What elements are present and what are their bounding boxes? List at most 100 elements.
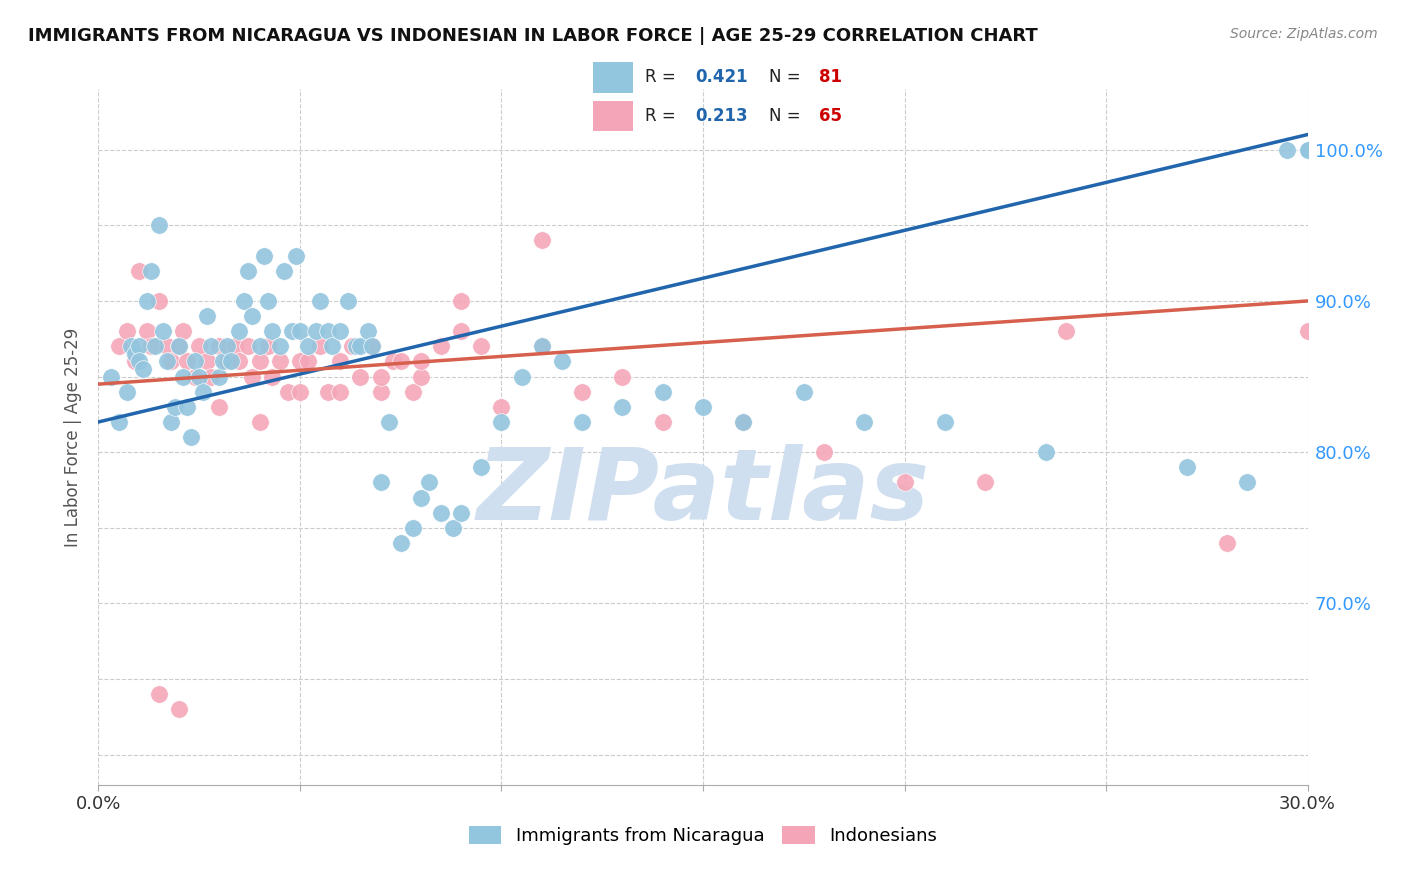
Text: R =: R = [645, 69, 682, 87]
Point [370, 475, 392, 490]
Point [316, 384, 339, 399]
Point [163, 400, 186, 414]
Point [361, 339, 384, 353]
Point [172, 369, 194, 384]
Point [249, 354, 271, 368]
Point [342, 339, 364, 353]
Point [184, 369, 207, 384]
Point [135, 324, 157, 338]
Point [167, 702, 190, 716]
Point [288, 384, 311, 399]
Point [551, 354, 574, 368]
Point [288, 324, 311, 338]
Point [167, 339, 190, 353]
Point [297, 354, 319, 368]
Point [321, 339, 343, 353]
Point [329, 384, 352, 399]
Text: N =: N = [769, 107, 806, 125]
Point [139, 339, 162, 353]
Point [193, 384, 215, 399]
Point [612, 369, 634, 384]
Point [115, 324, 138, 338]
Point [228, 324, 250, 338]
FancyBboxPatch shape [593, 101, 633, 131]
Point [733, 415, 755, 429]
Point [221, 354, 243, 368]
Point [571, 415, 593, 429]
Point [236, 263, 259, 277]
Point [217, 354, 239, 368]
Point [128, 263, 150, 277]
Point [1216, 536, 1239, 550]
Point [260, 324, 283, 338]
Point [377, 415, 399, 429]
Point [793, 384, 815, 399]
Point [217, 339, 239, 353]
Point [733, 415, 755, 429]
Point [402, 384, 425, 399]
Point [309, 339, 332, 353]
Point [143, 339, 166, 353]
Point [337, 293, 360, 308]
Point [409, 369, 432, 384]
Point [571, 384, 593, 399]
Point [651, 415, 673, 429]
Text: Source: ZipAtlas.com: Source: ZipAtlas.com [1230, 27, 1378, 41]
Point [349, 369, 371, 384]
Point [370, 369, 392, 384]
Point [212, 354, 235, 368]
Point [893, 475, 915, 490]
Point [188, 369, 211, 384]
Text: N =: N = [769, 69, 806, 87]
Point [124, 347, 146, 361]
Point [139, 263, 162, 277]
Point [160, 354, 183, 368]
Point [418, 475, 440, 490]
Point [132, 362, 155, 376]
Point [1296, 143, 1319, 157]
Text: 0.421: 0.421 [695, 69, 748, 87]
Point [934, 415, 956, 429]
Point [253, 249, 276, 263]
Point [305, 324, 328, 338]
Point [224, 339, 246, 353]
Point [450, 293, 472, 308]
Point [309, 293, 332, 308]
Point [1296, 143, 1319, 157]
Point [288, 354, 311, 368]
Point [974, 475, 997, 490]
Point [1035, 445, 1057, 459]
Point [128, 339, 150, 353]
Point [240, 369, 263, 384]
Point [530, 339, 553, 353]
Point [148, 293, 170, 308]
Point [208, 339, 231, 353]
Point [240, 309, 263, 323]
Point [135, 293, 157, 308]
Text: 81: 81 [818, 69, 842, 87]
Point [156, 354, 179, 368]
Legend: Immigrants from Nicaragua, Indonesians: Immigrants from Nicaragua, Indonesians [461, 819, 945, 853]
Point [256, 293, 278, 308]
Point [228, 354, 250, 368]
Point [184, 354, 207, 368]
Text: IMMIGRANTS FROM NICARAGUA VS INDONESIAN IN LABOR FORCE | AGE 25-29 CORRELATION C: IMMIGRANTS FROM NICARAGUA VS INDONESIAN … [28, 27, 1038, 45]
Point [402, 521, 425, 535]
Point [612, 400, 634, 414]
Point [195, 354, 218, 368]
Point [273, 263, 295, 277]
Point [491, 400, 513, 414]
Point [208, 400, 231, 414]
Point [172, 324, 194, 338]
Point [1175, 460, 1198, 475]
Point [281, 324, 304, 338]
Point [249, 415, 271, 429]
Point [1296, 324, 1319, 338]
Point [450, 506, 472, 520]
Point [409, 491, 432, 505]
Point [249, 339, 271, 353]
Point [160, 415, 183, 429]
Point [208, 369, 231, 384]
Point [284, 249, 307, 263]
Point [1236, 475, 1258, 490]
